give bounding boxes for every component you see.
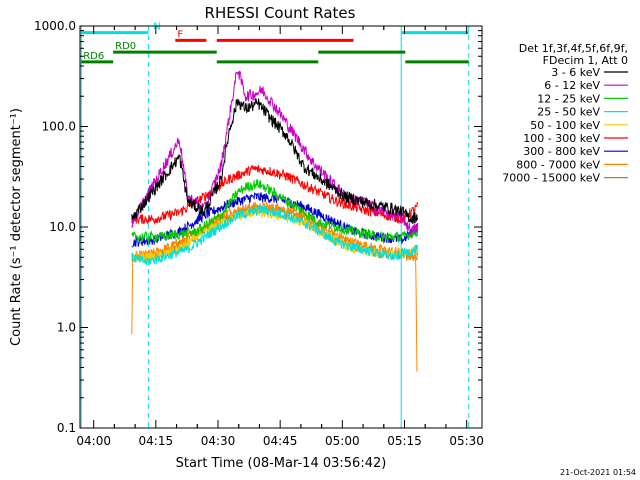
legend-entry-label: 25 - 50 keV [537, 106, 600, 119]
x-tick-label: 04:45 [263, 434, 298, 448]
legend-entry-label: 12 - 25 keV [537, 92, 600, 105]
plot-frame [79, 25, 483, 429]
series-line [131, 98, 419, 225]
legend-entry-label: 6 - 12 keV [544, 79, 600, 92]
x-tick-label: 05:30 [449, 434, 484, 448]
y-tick-label: 1.0 [57, 321, 76, 335]
series-line [131, 179, 419, 243]
x-tick-label: 04:15 [139, 434, 174, 448]
flag-label: RD6 [83, 51, 104, 62]
x-tick-label: 04:30 [201, 434, 236, 448]
legend-entry-label: 100 - 300 keV [523, 132, 600, 145]
y-tick-label: 0.1 [57, 421, 76, 435]
plot-timestamp: 21-Oct-2021 01:54 [560, 468, 636, 477]
x-axis-label: Start Time (08-Mar-14 03:56:42) [176, 456, 387, 471]
y-tick-label: 1000.0 [34, 19, 76, 33]
x-axis: 04:00 04:15 04:30 04:45 05:00 05:15 05:30 [76, 26, 484, 448]
chart-title: RHESSI Count Rates [205, 4, 356, 22]
y-axis: 0.1 1.0 10.0 100.0 1000.0 [34, 19, 482, 435]
legend-header-line-2: FDecim 1, Att 0 [543, 54, 628, 67]
legend-entry-label: 50 - 100 keV [530, 119, 600, 132]
plot-area: N F RD0 RD6 [80, 22, 470, 428]
series-line [131, 201, 418, 372]
x-tick-label: 04:00 [76, 434, 111, 448]
legend-entry-label: 300 - 800 keV [523, 145, 600, 158]
y-tick-label: 10.0 [49, 220, 76, 234]
series-line [131, 205, 419, 266]
flag-label: N [153, 22, 160, 33]
x-tick-label: 05:15 [387, 434, 422, 448]
legend: Det 1f,3f,4f,5f,6f,9f, FDecim 1, Att 0 3… [502, 42, 628, 185]
y-axis-label: Count Rate (s⁻¹ detector segment⁻¹) [9, 108, 24, 346]
legend-entry-label: 800 - 7000 keV [516, 158, 600, 171]
series-line [131, 192, 419, 248]
legend-entry-label: 7000 - 15000 keV [502, 172, 600, 185]
legend-header-line-1: Det 1f,3f,4f,5f,6f,9f, [519, 42, 628, 55]
x-tick-label: 05:00 [325, 434, 360, 448]
legend-entry-label: 3 - 6 keV [551, 66, 600, 79]
flag-label: F [177, 29, 183, 40]
y-tick-label: 100.0 [42, 120, 76, 134]
flag-label: RD0 [115, 41, 136, 52]
